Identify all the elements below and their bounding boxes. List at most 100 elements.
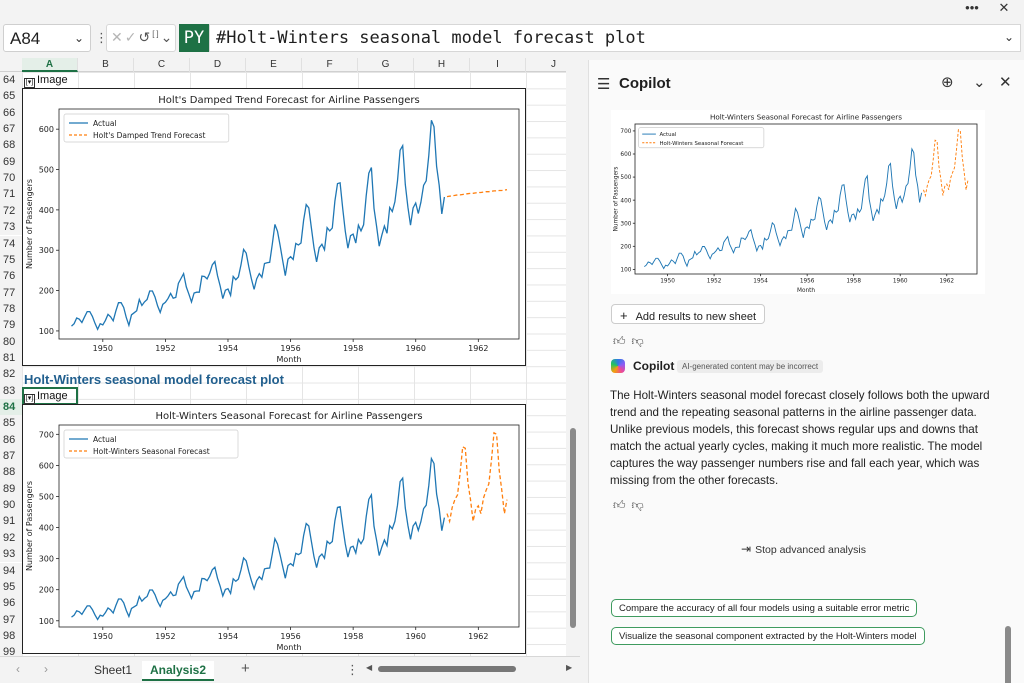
column-header-e[interactable]: E xyxy=(246,58,302,72)
row-header-89[interactable]: 89 xyxy=(0,480,22,498)
thumbs-up-icon[interactable]: 👍︎ xyxy=(613,498,632,512)
copilot-conversation[interactable]: Holt-Winters Seasonal Forecast for Airli… xyxy=(589,106,1024,683)
row-header-64[interactable]: 64 xyxy=(0,72,22,89)
row-header-93[interactable]: 93 xyxy=(0,546,22,563)
chevron-left-icon[interactable]: ‹ xyxy=(16,662,20,676)
row-header-72[interactable]: 72 xyxy=(0,202,22,220)
row-header-84[interactable]: 84 xyxy=(0,399,22,416)
row-header-91[interactable]: 91 xyxy=(0,513,22,530)
sheet-vertical-scrollbar[interactable] xyxy=(566,58,580,656)
chevron-down-icon[interactable]: ⌄ xyxy=(73,31,84,45)
new-chat-icon[interactable]: ⊕ xyxy=(941,74,954,91)
chevron-down-icon[interactable]: ⌄ xyxy=(160,29,175,45)
row-header-71[interactable]: 71 xyxy=(0,186,22,203)
row-header-78[interactable]: 78 xyxy=(0,300,22,318)
row-header-76[interactable]: 76 xyxy=(0,268,22,285)
scroll-right-icon[interactable]: ▶ xyxy=(566,663,573,672)
formula-bar-more-icon[interactable]: ⋮ xyxy=(95,30,108,45)
row-header-87[interactable]: 87 xyxy=(0,448,22,465)
copilot-chart-preview[interactable]: Holt-Winters Seasonal Forecast for Airli… xyxy=(611,110,985,294)
row-header-88[interactable]: 88 xyxy=(0,464,22,481)
scrollbar-thumb[interactable] xyxy=(378,666,516,672)
more-options-button[interactable]: ••• xyxy=(965,0,979,15)
legend-box xyxy=(63,429,239,459)
row-header-65[interactable]: 65 xyxy=(0,88,22,105)
hamburger-menu-icon[interactable]: ☰ xyxy=(597,76,611,93)
scroll-left-icon[interactable]: ◀ xyxy=(366,663,373,672)
close-pane-icon[interactable]: ✕ xyxy=(999,74,1012,91)
name-box[interactable]: A84 ⌄ xyxy=(3,24,91,52)
row-header-85[interactable]: 85 xyxy=(0,415,22,432)
tabs-more-icon[interactable]: ⋮ xyxy=(346,662,359,677)
row-header-95[interactable]: 95 xyxy=(0,578,22,596)
formula-input[interactable]: #Holt-Winters seasonal model forecast pl… xyxy=(209,24,1021,52)
add-results-button[interactable]: + Add results to new sheet xyxy=(611,304,766,324)
row-header-98[interactable]: 98 xyxy=(0,627,22,645)
row-header-75[interactable]: 75 xyxy=(0,251,22,269)
thumbs-up-icon[interactable]: 👍︎ xyxy=(613,334,632,348)
row-header-86[interactable]: 86 xyxy=(0,431,22,449)
thumbs-down-icon[interactable]: 👎︎ xyxy=(631,498,650,512)
column-header-b[interactable]: B xyxy=(78,58,134,72)
row-header-69[interactable]: 69 xyxy=(0,153,22,171)
row-header-99[interactable]: 99 xyxy=(0,644,22,656)
x-tick-label: 1950 xyxy=(93,344,113,353)
python-output-icon[interactable]: ↺[] xyxy=(138,29,161,45)
stop-analysis-button[interactable]: ⇥ Stop advanced analysis xyxy=(741,542,866,556)
holt-winters-chart[interactable]: Holt-Winters Seasonal Forecast for Airli… xyxy=(22,404,526,654)
row-header-81[interactable]: 81 xyxy=(0,349,22,367)
row-header-70[interactable]: 70 xyxy=(0,170,22,187)
chevron-down-icon[interactable]: ⌄ xyxy=(973,74,986,91)
suggestion-compare-accuracy[interactable]: Compare the accuracy of all four models … xyxy=(611,599,918,617)
row-header-96[interactable]: 96 xyxy=(0,595,22,612)
copilot-header: ☰ Copilot ⊕ ⌄ ✕ xyxy=(589,60,1024,106)
cancel-icon[interactable]: ✕ xyxy=(111,29,125,45)
close-window-button[interactable]: ✕ xyxy=(998,0,1010,15)
confirm-icon[interactable]: ✓ xyxy=(124,29,139,45)
row-header-82[interactable]: 82 xyxy=(0,366,22,383)
column-header-i[interactable]: I xyxy=(470,58,526,72)
row-header-94[interactable]: 94 xyxy=(0,562,22,579)
column-header-j[interactable]: J xyxy=(526,58,580,72)
add-sheet-button[interactable]: + xyxy=(241,660,250,677)
x-axis-label: Month xyxy=(276,355,301,364)
column-header-g[interactable]: G xyxy=(358,58,414,72)
damped-trend-chart[interactable]: Holt's Damped Trend Forecast for Airline… xyxy=(22,88,526,366)
scrollbar-thumb[interactable] xyxy=(570,428,576,628)
thumbs-down-icon[interactable]: 👎︎ xyxy=(631,334,650,348)
suggestion-visualize-seasonal[interactable]: Visualize the seasonal component extract… xyxy=(611,627,925,645)
row-header-83[interactable]: 83 xyxy=(0,382,22,399)
column-header-d[interactable]: D xyxy=(190,58,246,72)
row-header-80[interactable]: 80 xyxy=(0,333,22,350)
row-header-77[interactable]: 77 xyxy=(0,284,22,301)
sheet-horizontal-scrollbar[interactable]: ◀ ▶ xyxy=(366,663,576,675)
row-header-67[interactable]: 67 xyxy=(0,121,22,138)
expand-formula-icon[interactable]: ⌄ xyxy=(1003,30,1014,44)
row-header-68[interactable]: 68 xyxy=(0,137,22,154)
copilot-scrollbar-thumb[interactable] xyxy=(1005,626,1011,683)
image-cell-2[interactable]: [▾] Image xyxy=(24,390,68,404)
series-line-actual xyxy=(71,120,446,331)
row-header-92[interactable]: 92 xyxy=(0,529,22,547)
row-header-73[interactable]: 73 xyxy=(0,219,22,236)
row-header-74[interactable]: 74 xyxy=(0,235,22,252)
row-header-79[interactable]: 79 xyxy=(0,317,22,334)
copilot-message: The Holt-Winters seasonal model forecast… xyxy=(610,389,990,487)
column-header-h[interactable]: H xyxy=(414,58,470,72)
tab-analysis2[interactable]: Analysis2 xyxy=(142,661,215,681)
chevron-right-icon[interactable]: › xyxy=(44,662,48,676)
column-header-a[interactable]: A xyxy=(22,58,78,72)
column-header-c[interactable]: C xyxy=(134,58,190,72)
column-header-f[interactable]: F xyxy=(302,58,358,72)
name-box-value: A84 xyxy=(10,29,41,48)
row-header-97[interactable]: 97 xyxy=(0,611,22,628)
x-tick-label: 1962 xyxy=(939,279,954,285)
tab-sheet1[interactable]: Sheet1 xyxy=(94,663,133,677)
row-header-90[interactable]: 90 xyxy=(0,497,22,514)
row-header-66[interactable]: 66 xyxy=(0,104,22,122)
x-tick-label: 1952 xyxy=(155,344,175,353)
image-cell-1[interactable]: [▾] Image xyxy=(24,74,68,88)
x-tick-label: 1952 xyxy=(707,279,722,285)
